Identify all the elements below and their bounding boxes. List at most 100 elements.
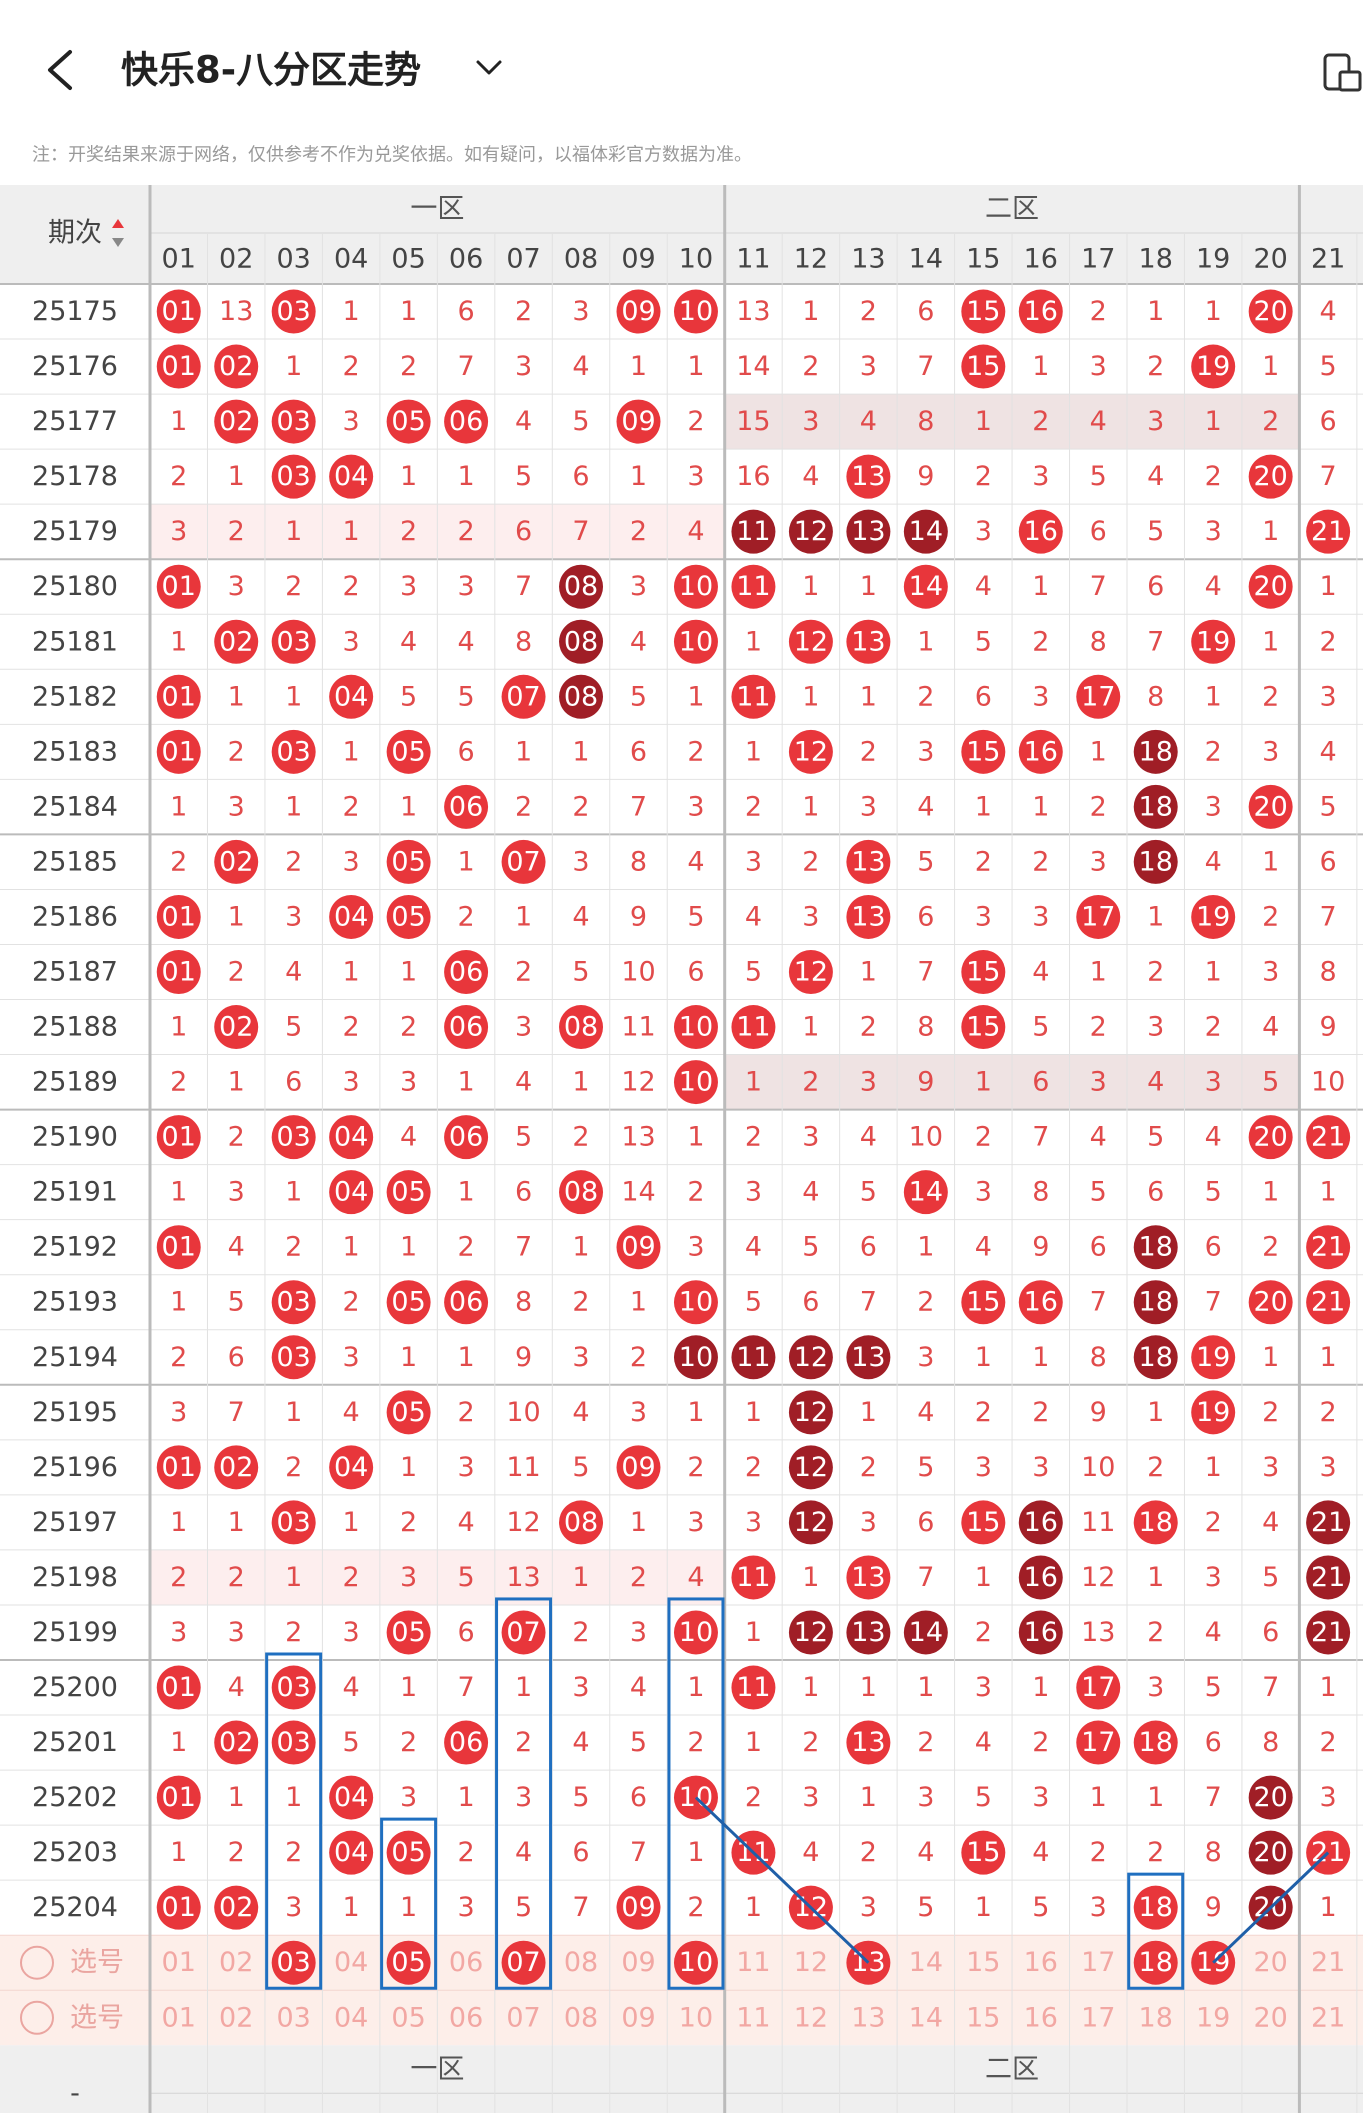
omission-number: 4 [630,1672,647,1703]
omission-number: 12 [621,1067,655,1098]
number-ball [386,1280,431,1325]
omission-number: 2 [228,1837,245,1868]
number-ball [271,289,316,334]
number-ball [329,1775,374,1820]
column-header: 11 [736,244,770,275]
number-ball [444,1720,489,1765]
omission-number: 10 [909,1122,943,1153]
toolbar-icon[interactable] [1323,53,1362,92]
ball-number: 07 [506,1617,540,1648]
omission-number: 05 [391,2002,425,2033]
column-header: 08 [564,244,598,275]
number-ball [386,399,431,444]
omission-number: 1 [1205,957,1222,988]
ball-number: 10 [679,1287,713,1318]
ball-number: 09 [621,296,655,327]
omission-number: 2 [1262,1397,1279,1428]
omission-number: 3 [285,1892,302,1923]
ball-number: 21 [1311,1562,1345,1593]
omission-number: 9 [1090,1397,1107,1428]
omission-number: 1 [343,296,360,327]
omission-number: 2 [170,461,187,492]
omission-number: 5 [1205,1177,1222,1208]
number-ball [1133,729,1178,774]
omission-number: 04 [334,2002,368,2033]
number-ball [961,1005,1006,1050]
number-ball [501,674,546,719]
omission-number: 2 [343,351,360,382]
ball-number: 18 [1139,1507,1173,1538]
ball-number: 01 [162,736,196,767]
omission-number: 1 [1320,1892,1337,1923]
omission-number: 13 [736,296,770,327]
omission-number: 2 [1032,1727,1049,1758]
omission-number: 2 [170,1067,187,1098]
omission-number: 3 [1205,516,1222,547]
omission-number: 09 [621,2002,655,2033]
pick-radio[interactable] [20,1945,54,1980]
omission-number: 1 [572,1232,589,1263]
number-ball [271,1500,316,1545]
ball-number: 10 [679,571,713,602]
ball-number: 10 [679,1947,713,1978]
omission-number: 2 [1090,296,1107,327]
omission-number: 09 [621,1947,655,1978]
omission-number: 2 [687,1452,704,1483]
omission-number: 1 [1090,1782,1107,1813]
number-ball [156,674,201,719]
ball-number: 02 [219,351,253,382]
column-header: 12 [794,244,828,275]
omission-number: 2 [917,681,934,712]
omission-number: 5 [515,461,532,492]
ball-number: 02 [219,626,253,657]
omission-number: 5 [630,1727,647,1758]
omission-number: 3 [400,571,417,602]
omission-number: 1 [457,846,474,877]
omission-number: 1 [400,1232,417,1263]
omission-number: 1 [285,1562,302,1593]
period-number: 25201 [32,1727,118,1758]
column-header: 14 [909,244,943,275]
ball-number: 12 [794,736,828,767]
number-ball [788,1445,833,1490]
omission-number: 5 [1262,1562,1279,1593]
omission-number: 1 [228,901,245,932]
ball-number: 15 [966,957,1000,988]
omission-number: 14 [736,351,770,382]
number-ball [903,564,948,609]
omission-number: 2 [572,1617,589,1648]
omission-number: 5 [1147,1122,1164,1153]
omission-number: 1 [687,1397,704,1428]
ball-number: 04 [334,461,368,492]
number-ball [1248,289,1293,334]
period-number: 25180 [32,571,118,602]
pick-radio[interactable] [20,2000,54,2035]
omission-number: 9 [917,461,934,492]
ball-number: 04 [334,1122,368,1153]
number-ball [846,509,891,554]
column-header: 20 [1253,244,1287,275]
omission-number: 6 [917,296,934,327]
ball-number: 02 [219,1727,253,1758]
ball-number: 11 [736,571,770,602]
omission-number: 2 [975,1617,992,1648]
omission-number: 4 [285,957,302,988]
ball-number: 10 [679,1617,713,1648]
omission-number: 1 [975,1562,992,1593]
omission-number: 15 [966,1947,1000,1978]
ball-number: 20 [1253,1837,1287,1868]
omission-number: 10 [1081,1452,1115,1483]
number-ball [1133,1225,1178,1270]
ball-number: 05 [391,736,425,767]
omission-number: 8 [1147,681,1164,712]
omission-number: 7 [917,351,934,382]
period-number: 25175 [32,296,118,327]
omission-number: 4 [457,626,474,657]
number-ball [1133,1720,1178,1765]
ball-number: 03 [276,461,310,492]
omission-number: 5 [1262,1067,1279,1098]
omission-number: 1 [515,901,532,932]
number-ball [214,399,259,444]
back-button[interactable] [48,50,72,90]
dropdown-toggle[interactable] [476,60,502,75]
